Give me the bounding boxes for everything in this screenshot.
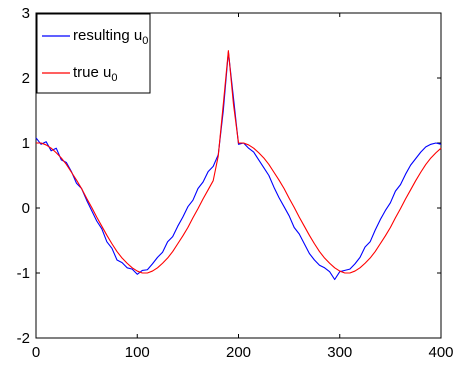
legend-label-true-u0: true u0 — [73, 64, 117, 84]
y-tick-label: 3 — [22, 5, 30, 22]
x-tick-label: 100 — [125, 344, 150, 361]
series-line-1 — [36, 50, 442, 274]
legend-label-true-u0-sub: 0 — [111, 72, 117, 84]
legend-label-true-u0-text: true u — [73, 64, 111, 81]
legend-box — [36, 13, 151, 94]
x-tick-label: 300 — [327, 344, 352, 361]
series-line-0 — [35, 51, 442, 281]
y-tick-label: -2 — [17, 330, 30, 347]
x-tick-label: 400 — [428, 344, 453, 361]
legend-label-resulting-u0-sub: 0 — [142, 35, 148, 47]
y-tick-label: -1 — [17, 265, 30, 282]
axis-tick-labels: 0 100 200 300 400 -2 -1 0 1 2 3 — [17, 5, 454, 361]
y-tick-label: 0 — [22, 200, 30, 217]
x-tick-label: 0 — [32, 344, 40, 361]
series-lines — [35, 50, 442, 281]
y-tick-label: 1 — [22, 135, 30, 152]
y-tick-label: 2 — [22, 70, 30, 87]
x-tick-label: 200 — [226, 344, 251, 361]
legend: resulting u0 true u0 — [36, 13, 151, 94]
legend-label-resulting-u0: resulting u0 — [73, 27, 148, 47]
legend-label-resulting-u0-text: resulting u — [73, 27, 142, 44]
